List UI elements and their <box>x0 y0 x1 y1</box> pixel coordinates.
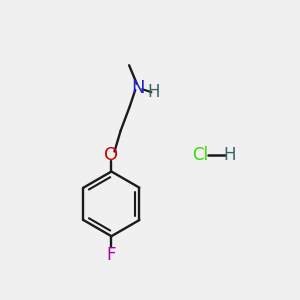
Text: N: N <box>132 80 145 98</box>
Text: H: H <box>223 146 236 164</box>
Text: O: O <box>104 146 118 164</box>
Text: Cl: Cl <box>192 146 208 164</box>
Text: H: H <box>148 83 160 101</box>
Text: F: F <box>107 246 116 264</box>
